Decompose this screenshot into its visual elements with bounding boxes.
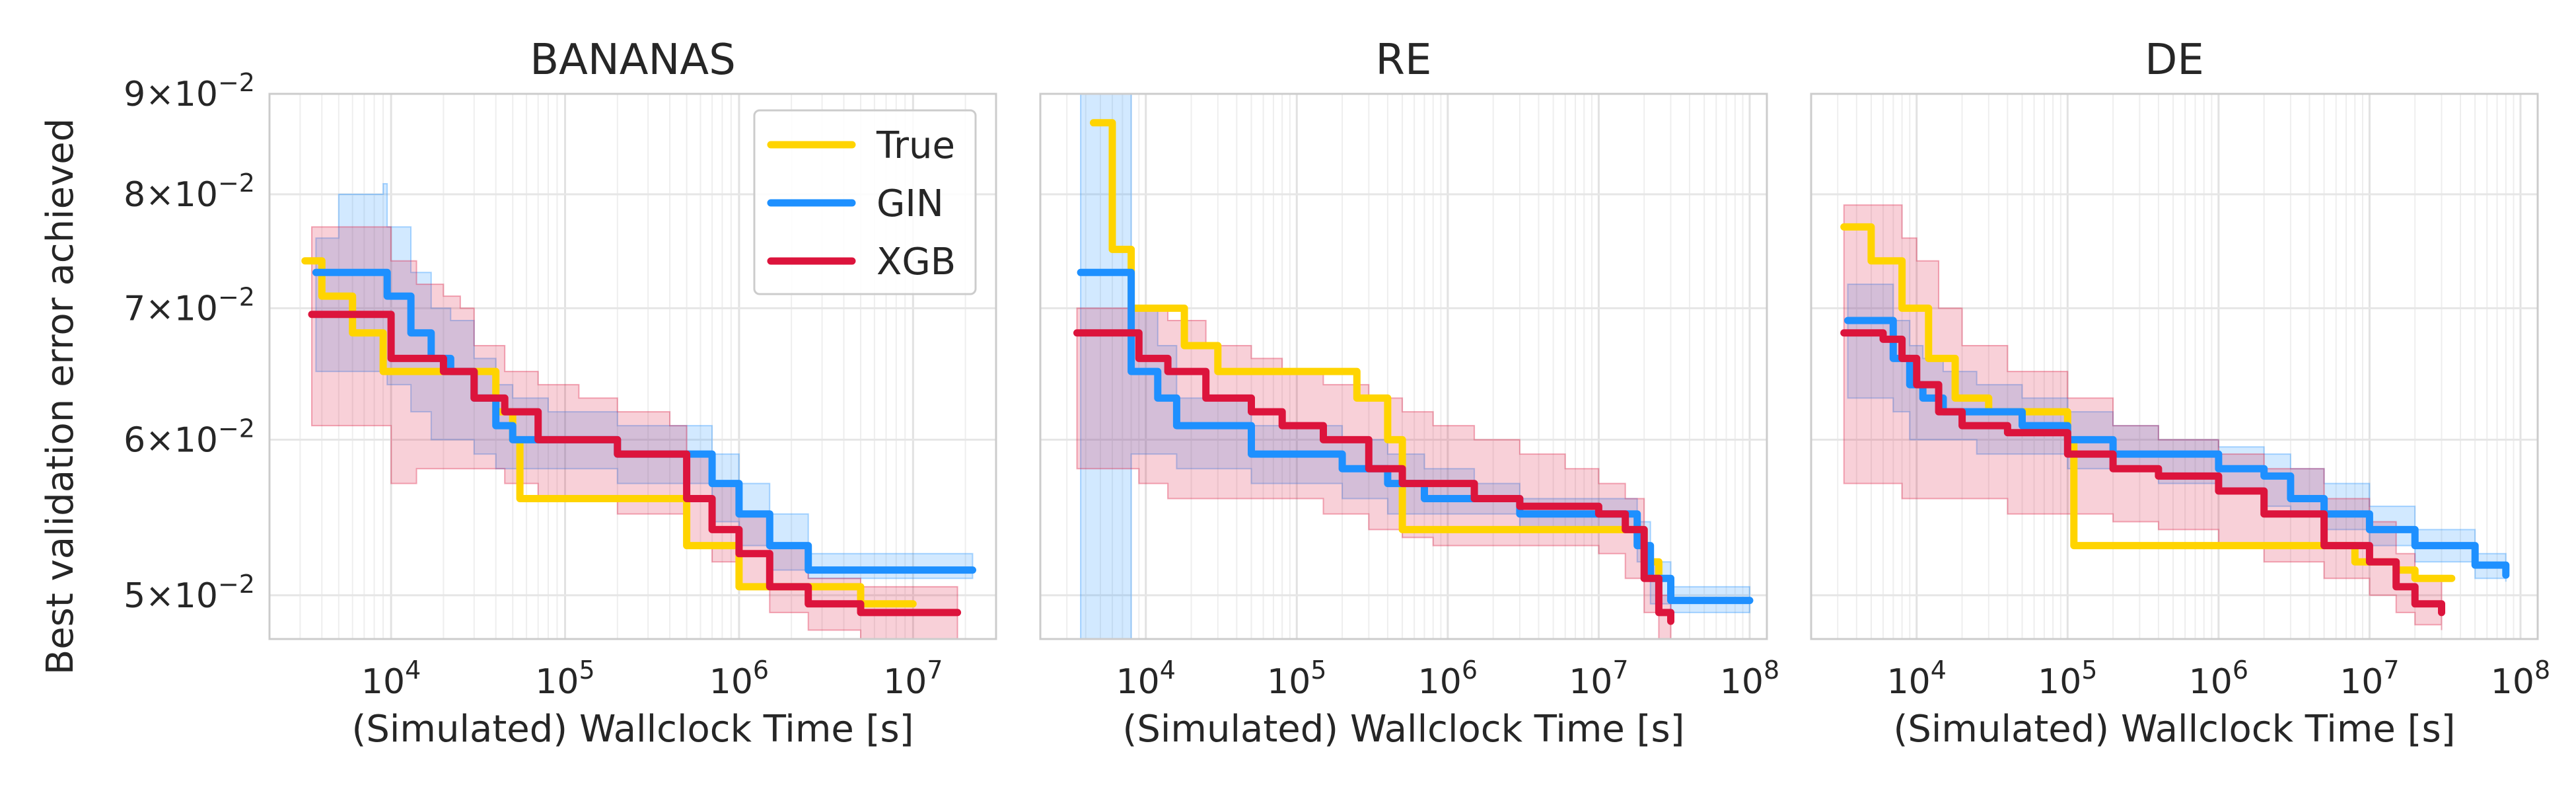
x-tick-label: 106 (709, 656, 769, 702)
x-tick-label: 107 (2340, 656, 2399, 702)
grid (269, 93, 997, 639)
legend-item-xgb: XGB (767, 241, 956, 283)
y-axis-label: Best validation error achieved (39, 118, 82, 675)
x-tick-label: 108 (1720, 656, 1779, 702)
line-xgb (1073, 329, 1674, 625)
x-tick-label: 104 (361, 656, 421, 702)
x-tick-label: 105 (535, 656, 594, 702)
x-axis-label: (Simulated) Wallclock Time [s] (1122, 708, 1684, 751)
x-tick-label: 107 (883, 656, 943, 702)
grid (1040, 93, 1767, 639)
line-xgb (308, 311, 962, 617)
plot-frame (268, 93, 997, 640)
legend-label: True (876, 124, 955, 167)
line-xgb (1840, 329, 2445, 617)
panel-re: RE 104 105 106 107 108 (Simulated) Wallclock T… (1039, 36, 1779, 751)
x-tick-label: 104 (1887, 656, 1947, 702)
x-tick-label: 108 (2491, 656, 2550, 702)
legend: True GIN XGB (753, 109, 977, 295)
x-tick-label: 104 (1116, 656, 1176, 702)
panel-title: RE (1376, 36, 1432, 85)
series-group (1073, 94, 1754, 639)
band-xgb (311, 226, 958, 639)
x-tick-label: 106 (2189, 656, 2248, 702)
series-group (301, 183, 976, 639)
band-gin (1847, 283, 2507, 582)
x-axis-label: (Simulated) Wallclock Time [s] (351, 708, 913, 751)
x-tick-label: 107 (1569, 656, 1628, 702)
legend-label: XGB (877, 241, 956, 283)
x-tick-label: 105 (2038, 656, 2097, 702)
line-gin (312, 268, 976, 574)
panel-title: BANANAS (530, 36, 736, 85)
band-gin (315, 183, 974, 580)
y-tick-label: 5×10−2 (124, 570, 255, 616)
plot-frame (1039, 93, 1768, 640)
series-group (1840, 204, 2510, 630)
y-tick-label: 6×10−2 (124, 414, 255, 460)
line-gin (1077, 268, 1754, 605)
x-tick-label: 106 (1418, 656, 1478, 702)
x-tick-label: 105 (1267, 656, 1326, 702)
panel-title: DE (2145, 36, 2204, 85)
panel-de: DE 104 105 106 107 108 (Simulated) Wallclock T… (1810, 36, 2550, 751)
plot-frame (1810, 93, 2539, 640)
y-tick-label: 9×10−2 (124, 68, 255, 114)
legend-label: GIN (877, 182, 944, 225)
legend-item-gin: GIN (767, 182, 944, 225)
y-tick-label: 7×10−2 (124, 282, 255, 328)
legend-box (753, 109, 977, 295)
x-axis-label: (Simulated) Wallclock Time [s] (1893, 708, 2455, 751)
legend-item-true: True (767, 124, 955, 167)
y-tick-label: 8×10−2 (124, 169, 255, 215)
